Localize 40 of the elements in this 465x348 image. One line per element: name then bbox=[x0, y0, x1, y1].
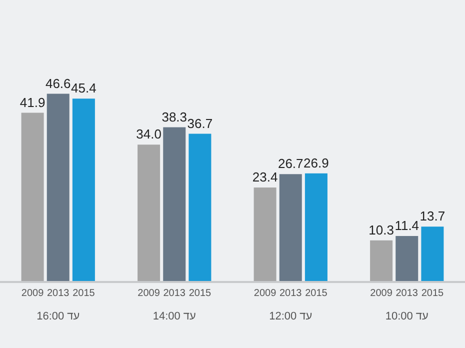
series-label: 2015 bbox=[72, 288, 96, 299]
data-label: 38.3 bbox=[162, 109, 188, 124]
text: 2015 bbox=[421, 288, 444, 299]
data-label: 45.4 bbox=[71, 80, 96, 96]
data-label: 11.4 bbox=[394, 218, 420, 234]
data-label: 41.9 bbox=[20, 94, 46, 110]
text: 2013 bbox=[396, 288, 418, 299]
data-label: 46.6 bbox=[45, 76, 71, 91]
text: 2009 bbox=[254, 288, 276, 299]
data-label: 10.3 bbox=[368, 222, 394, 238]
text: 2009 bbox=[370, 288, 392, 299]
data-label: 13.7 bbox=[420, 208, 446, 224]
x-tick-label: עד 10:00 bbox=[385, 310, 428, 323]
text: 2015 bbox=[305, 288, 328, 299]
text: 2013 bbox=[280, 288, 302, 299]
x-tick-label: עד 16:00 bbox=[36, 310, 80, 323]
data-label: 26.7 bbox=[278, 156, 304, 172]
bar bbox=[138, 144, 160, 282]
series-label: 2013 bbox=[47, 288, 70, 299]
x-tick-label: עד 14:00 bbox=[152, 310, 196, 323]
bar bbox=[21, 112, 44, 282]
bar bbox=[254, 187, 276, 282]
bar bbox=[304, 173, 328, 282]
text: 2009 bbox=[138, 288, 160, 299]
bar bbox=[279, 174, 302, 282]
series-label: 2009 bbox=[21, 288, 44, 299]
bar bbox=[72, 98, 95, 282]
bar bbox=[396, 236, 418, 282]
text: 2015 bbox=[188, 288, 212, 299]
data-label: 26.9 bbox=[304, 155, 329, 170]
data-label: 23.4 bbox=[252, 170, 278, 185]
bar bbox=[370, 240, 393, 282]
text: 2013 bbox=[163, 288, 186, 299]
data-label: 34.0 bbox=[136, 126, 162, 142]
bar bbox=[421, 226, 444, 282]
data-label: 36.7 bbox=[187, 116, 213, 131]
x-tick-label: עד 12:00 bbox=[269, 310, 312, 323]
bar bbox=[163, 127, 186, 282]
bar bbox=[46, 94, 70, 282]
bar bbox=[188, 134, 212, 282]
